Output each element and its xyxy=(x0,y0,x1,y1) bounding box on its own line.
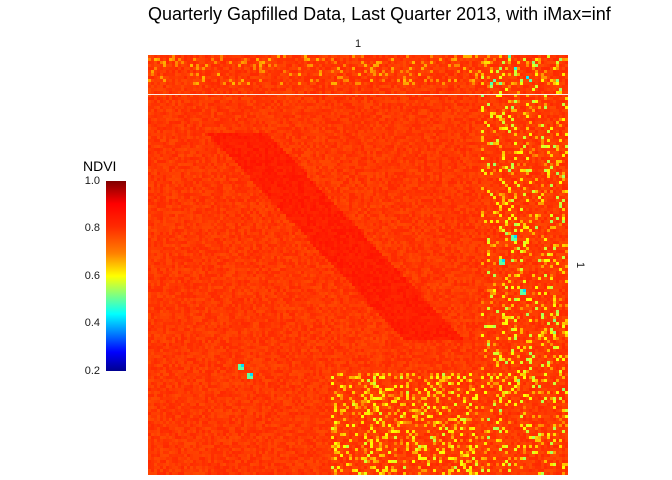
ndvi-raster xyxy=(148,55,568,475)
colorbar xyxy=(106,181,126,371)
legend-tick-label: 0.2 xyxy=(84,365,100,377)
chart-title: Quarterly Gapfilled Data, Last Quarter 2… xyxy=(148,4,611,24)
ndvi-heatmap-panel xyxy=(148,55,568,475)
legend-tick-label: 0.4 xyxy=(84,317,100,329)
legend-tick-label: 1.0 xyxy=(84,175,100,187)
facet-strip-top: 1 xyxy=(354,38,362,50)
legend-title: NDVI xyxy=(83,158,117,174)
scan-line xyxy=(148,94,568,95)
legend-tick-label: 0.6 xyxy=(84,270,100,282)
facet-strip-right: 1 xyxy=(574,261,586,269)
legend-tick-label: 0.8 xyxy=(84,222,100,234)
